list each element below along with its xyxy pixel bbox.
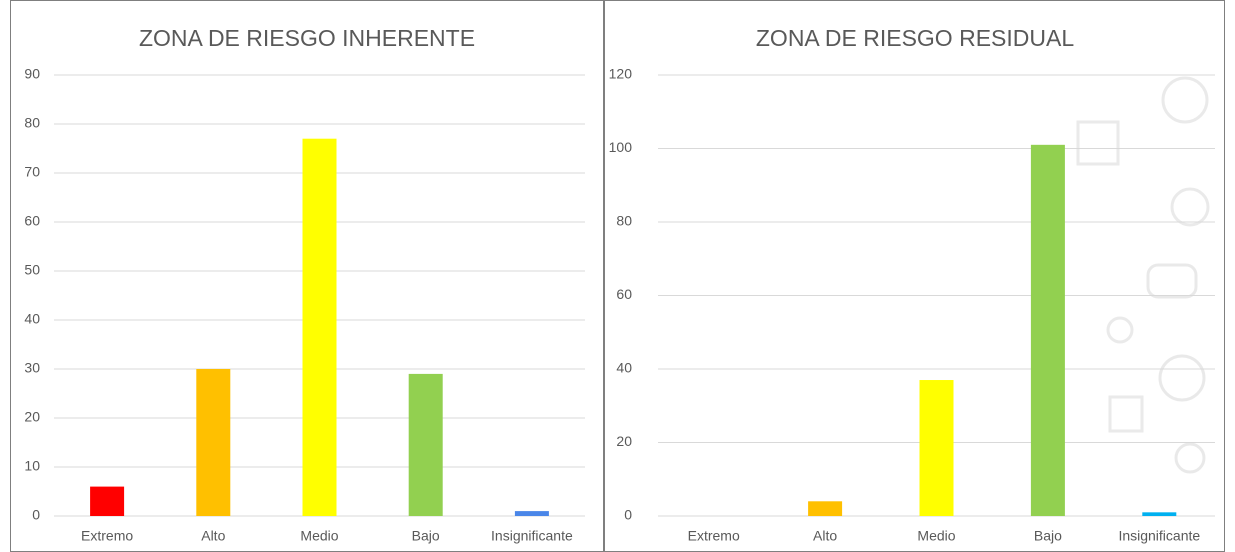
x-tick-label: Insignificante: [491, 528, 573, 544]
x-tick-label: Insignificante: [1118, 528, 1200, 544]
y-tick-label: 10: [24, 458, 40, 474]
bar: [1142, 512, 1177, 516]
y-tick-label: 40: [24, 311, 40, 327]
panel-frame: [604, 0, 1225, 552]
y-tick-label: 40: [616, 360, 632, 376]
y-tick-label: 80: [616, 213, 632, 229]
bar: [808, 501, 843, 516]
x-tick-label: Bajo: [412, 528, 440, 544]
y-tick-label: 30: [24, 360, 40, 376]
bar: [514, 511, 549, 516]
y-tick-label: 60: [24, 213, 40, 229]
x-tick-label: Alto: [201, 528, 225, 544]
y-tick-label: 20: [616, 433, 632, 449]
y-tick-label: 70: [24, 164, 40, 180]
x-tick-label: Alto: [813, 528, 837, 544]
y-tick-label: 90: [24, 66, 40, 82]
y-tick-label: 20: [24, 409, 40, 425]
background-icons: [1076, 76, 1210, 474]
bar: [408, 373, 443, 516]
chart-title: ZONA DE RIESGO RESIDUAL: [756, 25, 1074, 51]
x-tick-label: Extremo: [81, 528, 133, 544]
bar: [90, 486, 125, 516]
y-tick-label: 50: [24, 262, 40, 278]
bar: [196, 369, 231, 516]
y-tick-label: 100: [609, 139, 633, 155]
x-tick-label: Extremo: [688, 528, 740, 544]
y-tick-label: 0: [624, 507, 632, 523]
chart-title: ZONA DE RIESGO INHERENTE: [139, 25, 475, 51]
x-tick-label: Medio: [917, 528, 955, 544]
y-tick-label: 80: [24, 115, 40, 131]
y-tick-label: 0: [32, 507, 40, 523]
y-tick-label: 60: [616, 286, 632, 302]
y-tick-label: 120: [609, 66, 633, 82]
bar: [302, 138, 337, 516]
x-tick-label: Bajo: [1034, 528, 1062, 544]
x-tick-label: Medio: [300, 528, 338, 544]
bar: [1030, 144, 1065, 516]
bar: [919, 380, 954, 516]
